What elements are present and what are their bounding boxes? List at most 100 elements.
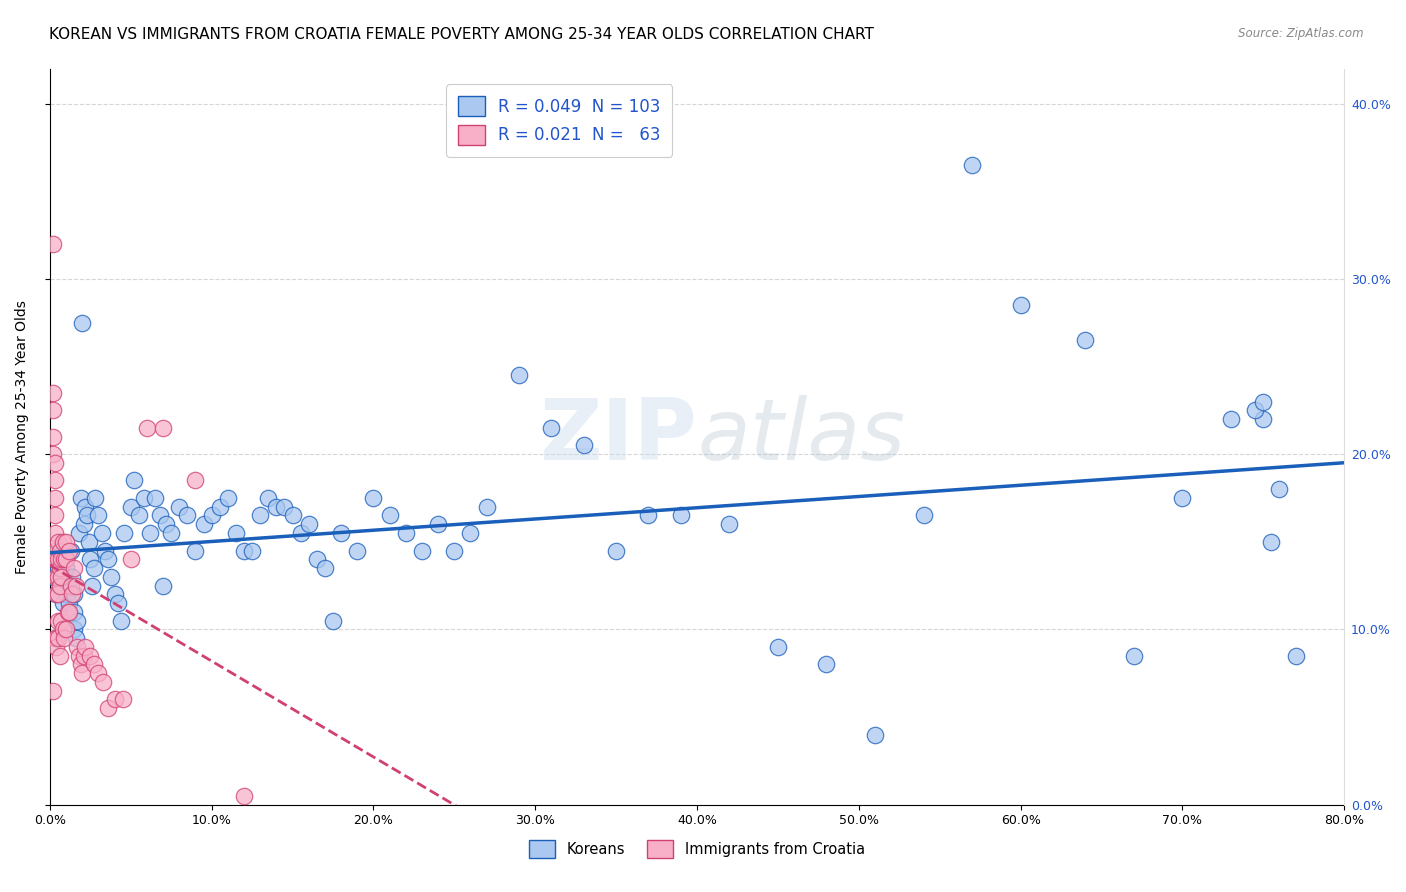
Point [48,648,70,663]
Point [63,561,86,575]
Point [208,500,231,514]
Y-axis label: Female Poverty Among 25-34 Year Olds: Female Poverty Among 25-34 Year Olds [15,300,30,574]
Point [427,517,450,532]
Point [863,727,886,741]
Point [69,657,91,672]
Point [100,570,122,584]
Point [73,517,96,532]
Point [1268,482,1291,496]
Point [53,552,76,566]
Point [69,491,91,505]
Point [45,631,67,645]
Point [112,526,135,541]
Point [290,526,312,541]
Point [346,543,368,558]
Point [395,526,418,541]
Point [45,587,67,601]
Point [572,438,595,452]
Point [56,605,79,619]
Point [184,474,207,488]
Point [55,623,77,637]
Point [122,474,145,488]
Point [49,570,72,584]
Point [960,158,983,172]
Point [169,500,191,514]
Point [152,578,174,592]
Point [912,508,935,523]
Point [45,552,67,566]
Point [815,657,838,672]
Point [1251,412,1274,426]
Text: ZIP: ZIP [540,395,697,478]
Point [63,587,86,601]
Point [59,578,82,592]
Point [184,543,207,558]
Point [110,614,132,628]
Point [46,552,69,566]
Point [48,543,70,558]
Point [363,491,385,505]
Point [217,491,239,505]
Point [508,368,530,383]
Point [460,526,482,541]
Point [94,543,117,558]
Point [149,508,172,523]
Point [58,596,80,610]
Point [83,561,105,575]
Point [1285,648,1308,663]
Point [120,500,142,514]
Point [97,552,120,566]
Point [91,675,114,690]
Point [55,534,77,549]
Point [330,526,353,541]
Text: Source: ZipAtlas.com: Source: ZipAtlas.com [1239,27,1364,40]
Point [152,421,174,435]
Point [1122,648,1144,663]
Point [139,526,162,541]
Point [249,508,271,523]
Point [65,578,87,592]
Point [55,552,77,566]
Point [79,648,101,663]
Point [322,614,344,628]
Point [46,587,69,601]
Point [46,534,69,549]
Point [63,623,86,637]
Point [44,508,66,523]
Point [65,631,87,645]
Point [44,456,66,470]
Point [305,552,328,566]
Point [75,640,97,654]
Point [55,561,77,575]
Point [132,491,155,505]
Point [63,605,86,619]
Point [1010,298,1032,312]
Point [475,500,498,514]
Point [443,543,465,558]
Point [44,526,66,541]
Legend: Koreans, Immigrants from Croatia: Koreans, Immigrants from Croatia [523,834,870,863]
Point [49,578,72,592]
Point [120,552,142,566]
Point [540,421,562,435]
Point [45,587,67,601]
Point [135,421,157,435]
Point [718,517,741,532]
Point [66,614,89,628]
Point [233,789,256,803]
Point [669,508,692,523]
Point [62,570,84,584]
Point [42,447,65,461]
Point [87,508,110,523]
Point [76,508,98,523]
Point [1219,412,1241,426]
Point [48,543,70,558]
Point [44,552,66,566]
Point [378,508,401,523]
Point [87,666,110,681]
Point [411,543,433,558]
Point [77,534,100,549]
Point [103,692,125,706]
Point [48,561,70,575]
Point [52,534,75,549]
